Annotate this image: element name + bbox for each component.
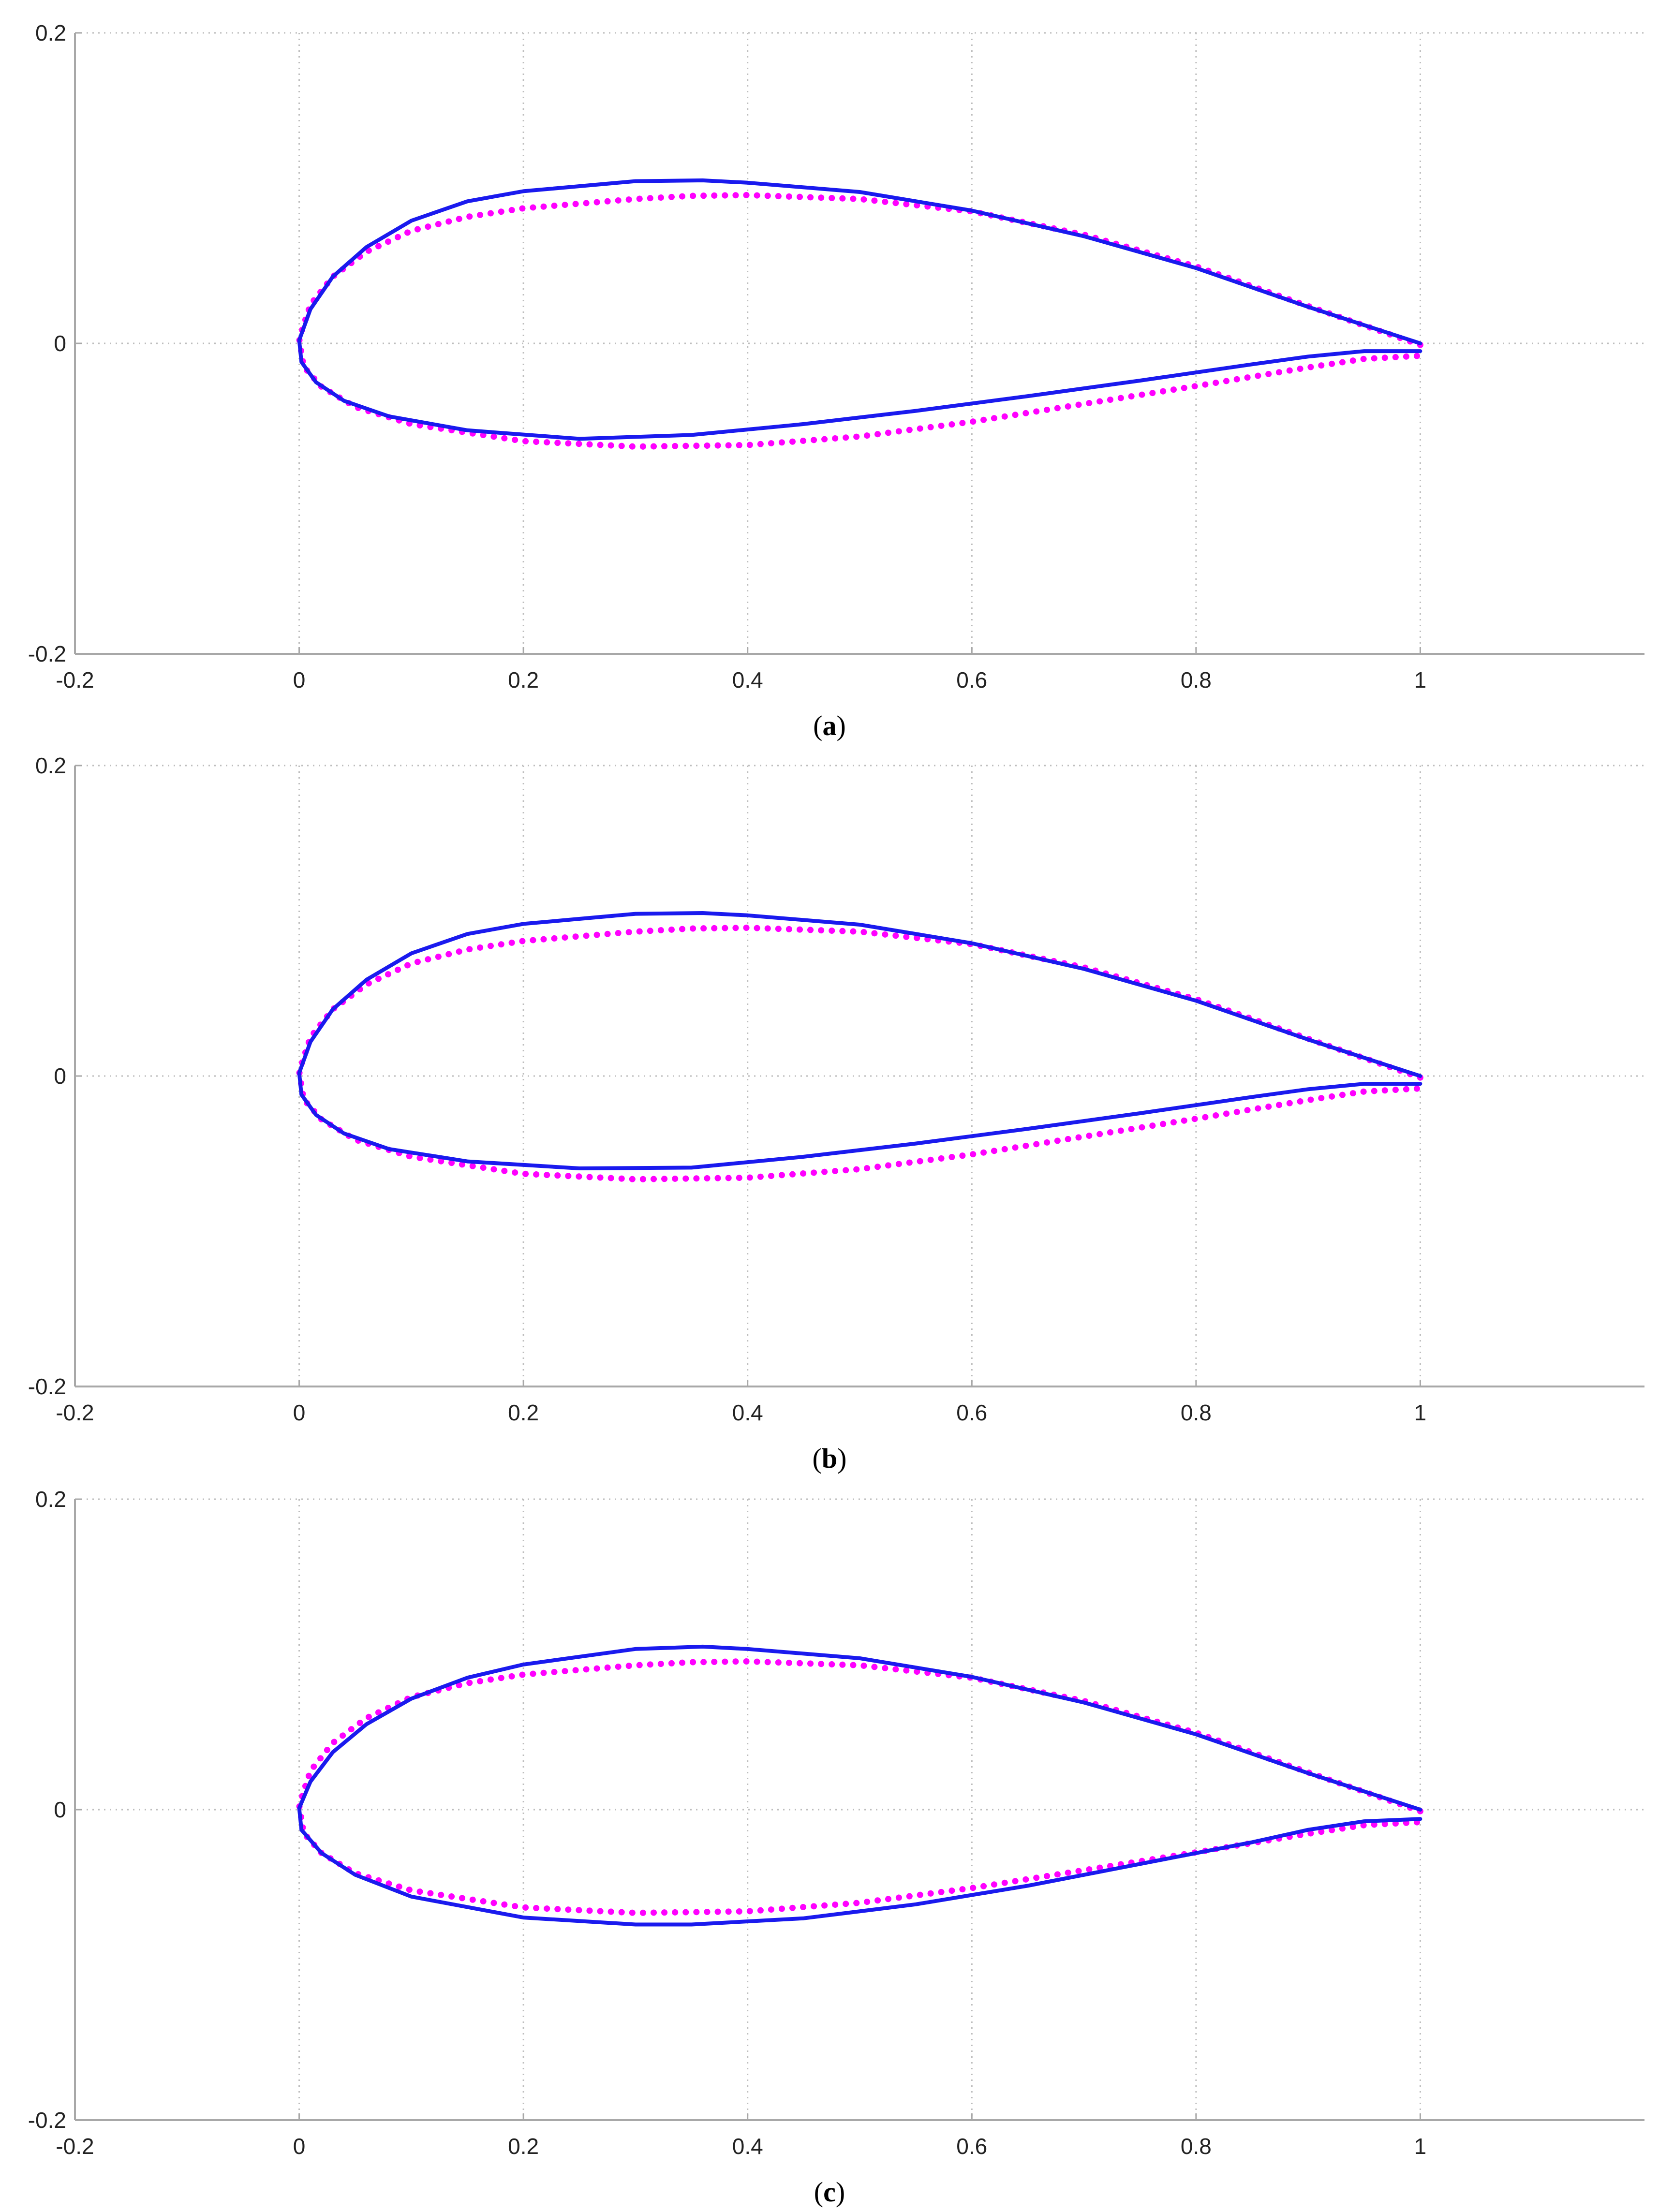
x-tick-label: 1 — [1414, 667, 1427, 693]
x-tick-label: 0 — [293, 1400, 306, 1425]
y-tick-label: 0.2 — [35, 1487, 66, 1512]
caption-open: ( — [813, 710, 822, 741]
x-tick-label: -0.2 — [56, 2134, 94, 2159]
caption-letter: b — [822, 1443, 837, 1474]
chart-panel-a: -0.2 0 0.2 0.4 0.6 0.8 1 0.2 0 -0.2 (a) — [28, 20, 1644, 741]
caption-open: ( — [814, 2176, 823, 2208]
caption-close: ) — [837, 1443, 846, 1474]
x-tick-label: 0 — [293, 667, 306, 693]
caption-letter: c — [823, 2176, 836, 2208]
x-tick-label: -0.2 — [56, 1400, 94, 1425]
x-tick-label: -0.2 — [56, 667, 94, 693]
caption-close: ) — [837, 710, 846, 741]
y-tick-label: -0.2 — [28, 641, 66, 666]
x-tick-label: 0.4 — [732, 667, 763, 693]
x-tick-label: 0.2 — [508, 2134, 539, 2159]
x-tick-label: 0 — [293, 2134, 306, 2159]
solid-airfoil-series — [297, 178, 1422, 441]
x-tick-label: 1 — [1414, 1400, 1427, 1425]
solid-airfoil-series — [297, 911, 1422, 1170]
x-tick-label: 0.2 — [508, 667, 539, 693]
x-tick-label: 1 — [1414, 2134, 1427, 2159]
x-tick-label: 0.2 — [508, 1400, 539, 1425]
x-tick-label: 0.4 — [732, 2134, 763, 2159]
chart-panel-b: -0.2 0 0.2 0.4 0.6 0.8 1 0.2 0 -0.2 (b) — [28, 753, 1644, 1474]
x-tick-label: 0.8 — [1181, 2134, 1212, 2159]
x-tick-label: 0.4 — [732, 1400, 763, 1425]
x-tick-label: 0.8 — [1181, 1400, 1212, 1425]
x-tick-label: 0.6 — [956, 667, 987, 693]
y-tick-label: 0.2 — [35, 753, 66, 778]
caption-open: ( — [813, 1443, 822, 1474]
chart-panel-c: -0.2 0 0.2 0.4 0.6 0.8 1 0.2 0 -0.2 (c) — [28, 1487, 1644, 2208]
caption-letter: a — [823, 710, 837, 741]
x-tick-label: 0.8 — [1181, 667, 1212, 693]
panel-caption: (c) — [814, 2176, 845, 2208]
x-tick-label: 0.6 — [956, 2134, 987, 2159]
panel-caption: (a) — [813, 710, 846, 741]
y-tick-label: 0.2 — [35, 20, 66, 45]
y-tick-label: -0.2 — [28, 1374, 66, 1399]
solid-airfoil-series — [297, 1644, 1422, 1927]
panel-caption: (b) — [813, 1443, 847, 1474]
y-tick-label: 0 — [54, 1063, 66, 1089]
caption-close: ) — [836, 2176, 845, 2208]
x-tick-label: 0.6 — [956, 1400, 987, 1425]
dotted-airfoil-series — [296, 924, 1423, 1182]
y-tick-label: 0 — [54, 331, 66, 356]
dotted-airfoil-series — [296, 192, 1423, 450]
dotted-airfoil-series — [296, 1658, 1423, 1916]
y-tick-label: -0.2 — [28, 2108, 66, 2133]
y-tick-label: 0 — [54, 1797, 66, 1822]
